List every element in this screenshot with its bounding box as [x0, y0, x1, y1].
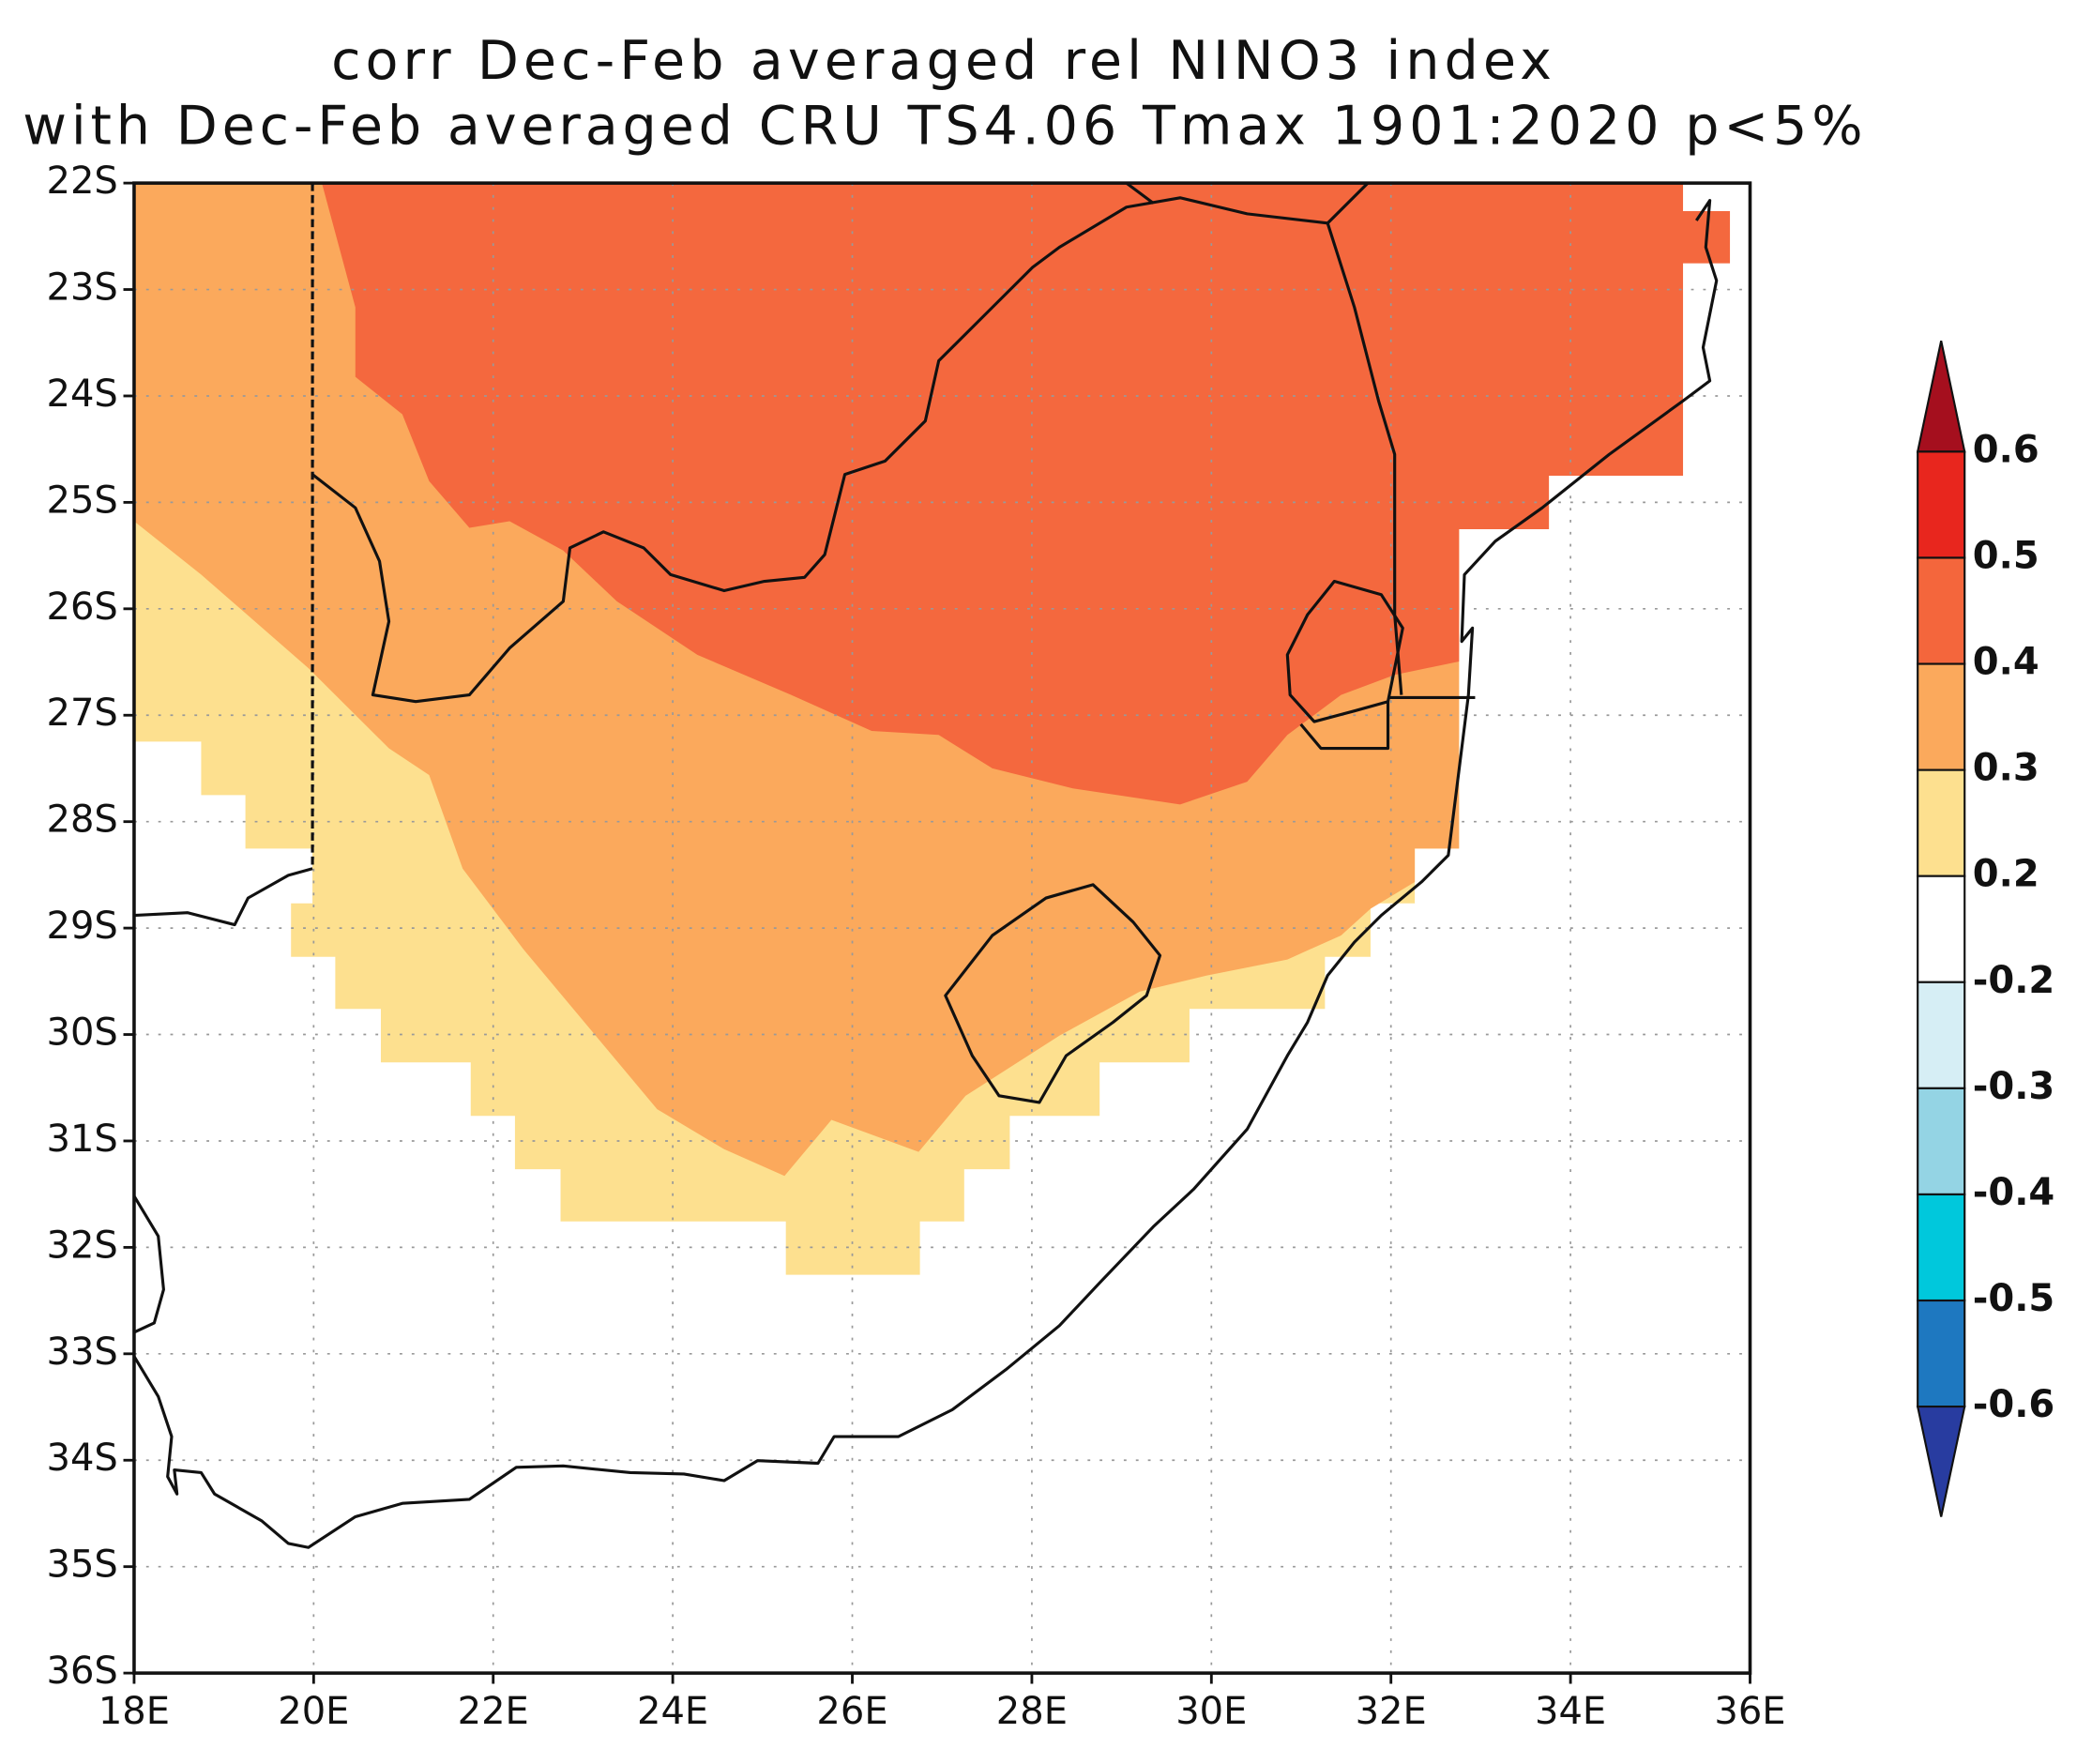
x-tick-label: 30E — [1175, 1690, 1247, 1733]
x-tick-label: 18E — [99, 1690, 170, 1733]
y-tick-label: 30S — [46, 1011, 117, 1055]
borders — [132, 181, 1719, 1549]
y-tick-label: 27S — [46, 692, 117, 735]
band-0.4-0.5 — [322, 183, 1731, 805]
x-tick-label: 36E — [1714, 1690, 1785, 1733]
colorbar-box — [1917, 1087, 1966, 1196]
y-tick-label: 28S — [46, 798, 117, 842]
y-tick-label: 31S — [46, 1118, 117, 1161]
colorbar: 0.6 0.5 0.4 0.3 0.2 -0.2 -0.3 -0.4 -0.5 -0.6 — [1916, 340, 2054, 1517]
colorbar-box — [1917, 1193, 1966, 1302]
border-lesotho — [944, 883, 1162, 1104]
y-tick-label: 25S — [46, 479, 117, 522]
colorbar-triangle-top — [1916, 340, 1966, 453]
map-canvas: corr Dec-Feb averaged rel NINO3 index wi… — [23, 30, 2054, 1733]
x-tick-label: 22E — [458, 1690, 529, 1733]
y-tick-label: 32S — [46, 1224, 117, 1267]
colorbar-label: -0.5 — [1973, 1277, 2054, 1320]
coastline-namibia — [132, 1194, 165, 1334]
colorbar-label: 0.2 — [1973, 853, 2039, 896]
axes: 18E 20E 22E 24E 26E 28E 30E 32E 34E 36E 22S 23S 24S 2… — [46, 160, 1785, 1733]
colorbar-box — [1917, 450, 1966, 559]
colorbar-label: -0.3 — [1973, 1065, 2054, 1108]
colorbar-label: 0.3 — [1973, 747, 2039, 790]
colorbar-triangle-bottom — [1916, 1406, 1966, 1517]
colorbar-label: -0.4 — [1973, 1171, 2054, 1214]
y-tick-label: 36S — [46, 1650, 117, 1693]
border-botswana — [311, 196, 1328, 704]
x-tick-label: 26E — [816, 1690, 887, 1733]
x-tick-label: 34E — [1535, 1690, 1606, 1733]
colorbar-label: 0.4 — [1973, 641, 2039, 684]
x-tick-label: 20E — [278, 1690, 349, 1733]
colorbar-box — [1917, 662, 1966, 771]
colorbar-box — [1917, 1299, 1966, 1408]
y-tick-label: 29S — [46, 905, 117, 948]
colorbar-box — [1917, 556, 1966, 665]
coastline-west — [133, 867, 313, 927]
y-tick-label: 23S — [46, 266, 117, 310]
y-tick-label: 22S — [46, 160, 117, 203]
x-tick-label: 28E — [996, 1690, 1068, 1733]
border-zimbabwe — [1125, 181, 1403, 695]
colorbar-label: -0.2 — [1973, 959, 2054, 1002]
y-tick-label: 33S — [46, 1331, 117, 1374]
field — [133, 183, 1731, 1275]
border-mozambique-south — [1299, 695, 1476, 751]
colorbar-box — [1917, 981, 1966, 1089]
x-tick-label: 24E — [637, 1690, 708, 1733]
colorbar-label: 0.5 — [1973, 535, 2039, 578]
x-tick-label: 32E — [1356, 1690, 1427, 1733]
colorbar-box — [1917, 874, 1966, 983]
colorbar-box — [1917, 768, 1966, 877]
y-tick-label: 24S — [46, 373, 117, 416]
y-tick-label: 34S — [46, 1437, 117, 1480]
colorbar-label: -0.6 — [1973, 1383, 2054, 1426]
title-line-1: corr Dec-Feb averaged rel NINO3 index — [331, 30, 1552, 92]
y-tick-label: 35S — [46, 1544, 117, 1587]
coastline-south-east — [132, 199, 1719, 1549]
y-tick-label: 26S — [46, 585, 117, 629]
colorbar-label: 0.6 — [1973, 428, 2039, 471]
border-eswatini — [1285, 579, 1404, 723]
title-line-2: with Dec-Feb averaged CRU TS4.06 Tmax 19… — [23, 96, 1862, 158]
